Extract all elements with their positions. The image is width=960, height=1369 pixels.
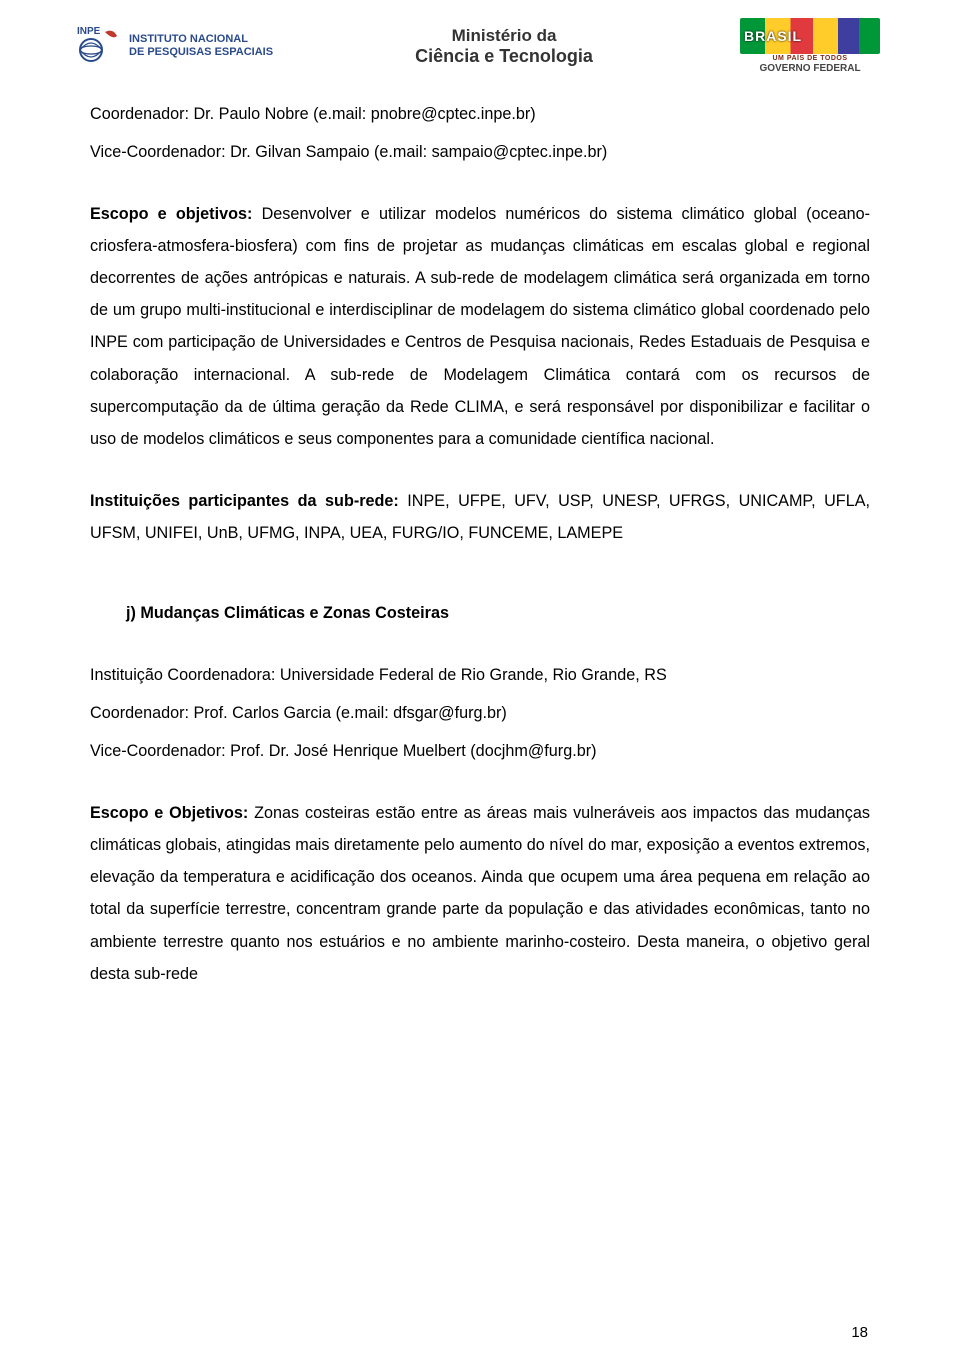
ministry-line1: Ministério da: [415, 26, 593, 46]
j-escopo-text: Zonas costeiras estão entre as áreas mai…: [90, 804, 870, 982]
institutions-label: Instituições participantes da sub-rede:: [90, 492, 399, 510]
escopo-label: Escopo e objetivos:: [90, 205, 252, 223]
inpe-line1: INSTITUTO NACIONAL: [129, 33, 273, 46]
ministry-line2: Ciência e Tecnologia: [415, 46, 593, 67]
brasil-gov: GOVERNO FEDERAL: [759, 63, 860, 74]
inpe-icon: INPE: [75, 22, 123, 70]
inpe-text: INSTITUTO NACIONAL DE PESQUISAS ESPACIAI…: [129, 33, 273, 59]
document-body: Coordenador: Dr. Paulo Nobre (e.mail: pn…: [0, 88, 960, 990]
svg-text:INPE: INPE: [77, 26, 101, 37]
j-coordinator: Coordenador: Prof. Carlos Garcia (e.mail…: [90, 697, 870, 729]
brasil-flag-icon: BRASIL: [740, 18, 880, 54]
inpe-logo: INPE INSTITUTO NACIONAL DE PESQUISAS ESP…: [75, 22, 273, 70]
coordinator-line: Coordenador: Dr. Paulo Nobre (e.mail: pn…: [90, 98, 870, 130]
brasil-text: BRASIL: [740, 28, 802, 44]
j-escopo-label: Escopo e Objetivos:: [90, 804, 248, 822]
vice-coordinator-line: Vice-Coordenador: Dr. Gilvan Sampaio (e.…: [90, 136, 870, 168]
j-escopo-paragraph: Escopo e Objetivos: Zonas costeiras estã…: [90, 797, 870, 989]
item-j-heading: j) Mudanças Climáticas e Zonas Costeiras: [90, 597, 870, 629]
inpe-line2: DE PESQUISAS ESPACIAIS: [129, 46, 273, 59]
escopo-text: Desenvolver e utilizar modelos numéricos…: [90, 205, 870, 448]
page-number: 18: [851, 1324, 868, 1341]
j-institution: Instituição Coordenadora: Universidade F…: [90, 659, 870, 691]
brasil-subtitle: UM PAÍS DE TODOS: [772, 55, 847, 62]
escopo-paragraph: Escopo e objetivos: Desenvolver e utiliz…: [90, 198, 870, 455]
brasil-logo: BRASIL UM PAÍS DE TODOS GOVERNO FEDERAL: [735, 16, 885, 76]
j-vice-coordinator: Vice-Coordenador: Prof. Dr. José Henriqu…: [90, 735, 870, 767]
page-header: INPE INSTITUTO NACIONAL DE PESQUISAS ESP…: [0, 0, 960, 88]
institutions-paragraph: Instituições participantes da sub-rede: …: [90, 485, 870, 549]
ministry-title: Ministério da Ciência e Tecnologia: [415, 26, 593, 67]
